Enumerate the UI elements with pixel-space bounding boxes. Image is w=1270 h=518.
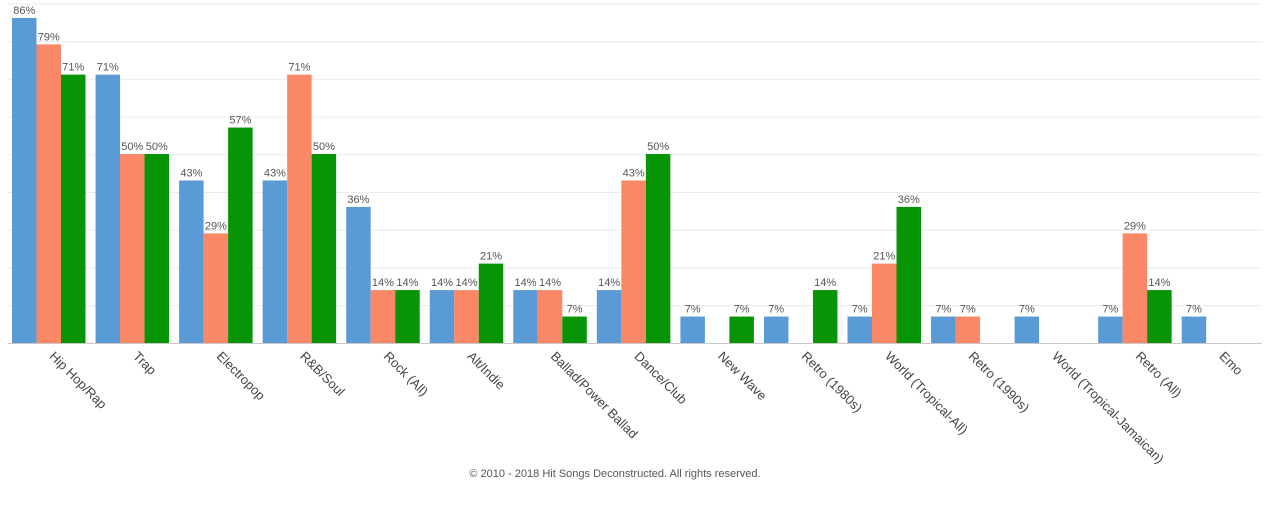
value-label: 43% [180, 167, 202, 179]
bar [1181, 316, 1207, 343]
category-label: Retro (1980s) [799, 349, 866, 416]
bar [513, 290, 538, 343]
bar [36, 44, 61, 343]
value-label: 50% [121, 141, 143, 153]
value-label: 50% [313, 141, 335, 153]
bar [729, 316, 754, 343]
bar [621, 180, 646, 343]
bar [287, 74, 312, 344]
value-label: 14% [814, 277, 836, 289]
value-label: 14% [431, 277, 453, 289]
bar [478, 263, 504, 343]
category-label: Rock (All) [381, 349, 431, 399]
value-label: 7% [852, 304, 868, 316]
bar [847, 316, 872, 343]
category-label: World (Tropical-All) [882, 349, 971, 438]
bars [12, 17, 1207, 344]
bar [203, 233, 229, 343]
bar [95, 74, 121, 344]
bar [12, 17, 37, 343]
bar [454, 290, 479, 343]
bar [763, 316, 789, 343]
category-label: Retro (1990s) [966, 349, 1033, 416]
value-label: 71% [62, 62, 84, 74]
bar [537, 290, 563, 343]
bar [61, 74, 86, 344]
value-label: 14% [372, 277, 394, 289]
value-label: 7% [1019, 304, 1035, 316]
bar [931, 316, 956, 343]
bar [120, 154, 145, 343]
value-label: 57% [229, 115, 251, 127]
category-label: Alt/Indie [464, 349, 508, 393]
category-label: Electropop [214, 349, 269, 404]
value-label: 43% [623, 167, 645, 179]
bar [812, 290, 838, 343]
value-label: 71% [97, 62, 119, 74]
value-label: 29% [1124, 220, 1146, 232]
bar [1014, 316, 1040, 343]
bar [262, 180, 288, 343]
value-label: 21% [480, 251, 502, 263]
category-label: Ballad/Power Ballad [548, 349, 641, 442]
bar [896, 206, 921, 343]
category-label: Trap [130, 349, 159, 378]
category-label: R&B/Soul [297, 349, 348, 400]
bar [872, 263, 897, 343]
bar [370, 290, 396, 343]
value-label: 50% [146, 141, 168, 153]
value-label: 79% [38, 31, 60, 43]
value-label: 7% [1186, 304, 1202, 316]
value-label: 7% [734, 304, 750, 316]
bar [562, 316, 587, 343]
category-label: New Wave [715, 349, 770, 404]
value-label: 71% [288, 62, 310, 74]
value-label: 29% [205, 220, 227, 232]
bar [144, 154, 170, 343]
bar [311, 154, 337, 343]
value-label: 14% [598, 277, 620, 289]
category-labels: Hip Hop/Rap Trap Electropop R&B/Soul Rock (A… [47, 349, 1246, 467]
bar [1122, 233, 1148, 343]
value-labels: 86%79%71% 71%50% 50%43%29%57%43%71%50%36%1… [13, 5, 1202, 316]
category-label: Dance/Club [631, 349, 690, 408]
value-label: 14% [515, 277, 537, 289]
bar [429, 290, 455, 343]
bar [346, 206, 371, 343]
value-label: 14% [455, 277, 477, 289]
bar [395, 290, 420, 343]
bar [645, 154, 671, 343]
value-label: 36% [898, 194, 920, 206]
value-label: 36% [347, 194, 369, 206]
value-label: 14% [396, 277, 418, 289]
value-label: 14% [539, 277, 561, 289]
value-label: 21% [873, 251, 895, 263]
value-label: 50% [647, 141, 669, 153]
bar [1098, 316, 1123, 343]
value-label: 7% [685, 304, 701, 316]
bar [955, 316, 981, 343]
value-label: 86% [13, 5, 35, 17]
bar [228, 127, 253, 343]
value-label: 7% [1102, 304, 1118, 316]
bar [1147, 290, 1172, 343]
value-label: 7% [768, 304, 784, 316]
category-label: Hip Hop/Rap [47, 349, 110, 412]
value-label: 43% [264, 167, 286, 179]
bar [179, 180, 204, 343]
category-label: Retro (All) [1133, 349, 1185, 401]
category-label: Emo [1216, 349, 1246, 379]
value-label: 7% [935, 304, 951, 316]
bar [596, 290, 622, 343]
value-label: 14% [1148, 277, 1170, 289]
value-label: 7% [960, 304, 976, 316]
copyright-footer: © 2010 - 2018 Hit Songs Deconstructed. A… [469, 468, 761, 480]
value-label: 7% [567, 304, 583, 316]
bar [680, 316, 705, 343]
